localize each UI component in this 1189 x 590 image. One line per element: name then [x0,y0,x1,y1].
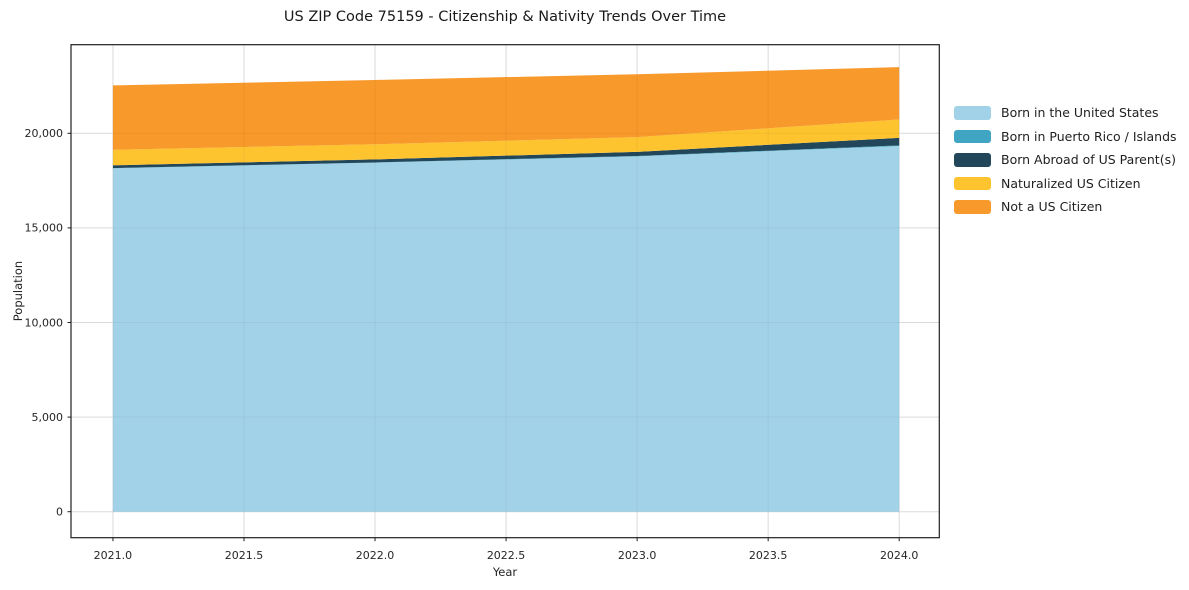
x-tick-label: 2022.0 [356,549,395,562]
legend-entry: Born in the United States [954,101,1177,125]
legend-entry: Born in Puerto Rico / Islands [954,125,1177,149]
y-tick-label: 10,000 [25,316,64,329]
legend-swatch [954,153,991,167]
legend: Born in the United States Born in Puerto … [954,101,1177,219]
x-tick-label: 2022.5 [487,549,526,562]
x-tick-label: 2023.0 [618,549,657,562]
legend-swatch [954,176,991,190]
legend-label: Born in Puerto Rico / Islands [1001,128,1177,144]
legend-entry: Not a US Citizen [954,195,1177,219]
area-series [112,145,900,512]
x-tick-label: 2024.0 [880,549,919,562]
chart-title: US ZIP Code 75159 - Citizenship & Nativi… [283,9,727,25]
x-tick-label: 2023.5 [749,549,788,562]
area-series [112,67,900,150]
area-series [112,119,900,166]
legend-label: Naturalized US Citizen [1001,175,1141,191]
plot-border [70,44,940,539]
y-tick-label: 20,000 [25,127,64,140]
y-tick-label: 15,000 [25,222,64,235]
legend-label: Born Abroad of US Parent(s) [1001,152,1176,168]
legend-swatch [954,106,991,120]
x-tick-label: 2021.5 [225,549,264,562]
y-tick-label: 5,000 [32,411,64,424]
legend-swatch [954,129,991,143]
legend-label: Born in the United States [1001,105,1159,121]
y-tick-label: 0 [56,506,63,519]
legend-label: Not a US Citizen [1001,199,1103,215]
x-axis-label: Year [492,565,518,579]
legend-swatch [954,200,991,214]
legend-entry: Born Abroad of US Parent(s) [954,148,1177,172]
legend-entry: Naturalized US Citizen [954,172,1177,196]
x-tick-label: 2021.0 [94,549,133,562]
area-series [112,137,900,169]
